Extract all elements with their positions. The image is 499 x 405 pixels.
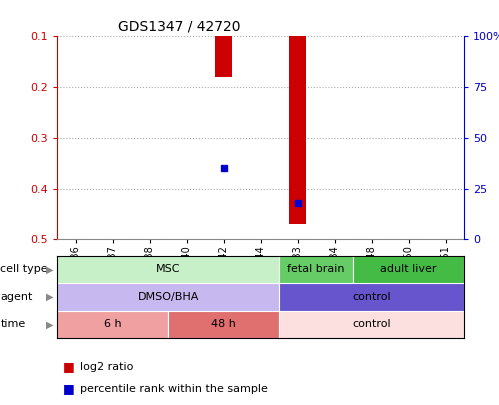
Text: percentile rank within the sample: percentile rank within the sample	[80, 384, 268, 394]
Bar	[279, 256, 353, 283]
Text: 6 h: 6 h	[104, 320, 122, 329]
Text: fetal brain: fetal brain	[287, 264, 345, 274]
Text: control: control	[352, 292, 391, 302]
Text: agent: agent	[0, 292, 33, 302]
Text: ▶: ▶	[46, 264, 54, 274]
Text: cell type: cell type	[0, 264, 48, 274]
Text: ▶: ▶	[46, 320, 54, 329]
Text: GDS1347 / 42720: GDS1347 / 42720	[118, 20, 241, 34]
Bar	[279, 311, 464, 338]
Bar	[279, 283, 464, 311]
Text: time: time	[0, 320, 26, 329]
Text: DMSO/BHA: DMSO/BHA	[138, 292, 199, 302]
Text: control: control	[352, 320, 391, 329]
Text: ▶: ▶	[46, 292, 54, 302]
Text: adult liver: adult liver	[380, 264, 437, 274]
Text: 48 h: 48 h	[211, 320, 236, 329]
Bar	[353, 256, 464, 283]
Text: ■: ■	[62, 360, 74, 373]
Text: MSC: MSC	[156, 264, 181, 274]
Bar	[216, 36, 232, 77]
Text: log2 ratio: log2 ratio	[80, 362, 133, 371]
Text: ■: ■	[62, 382, 74, 395]
Bar	[168, 311, 279, 338]
Bar	[57, 311, 168, 338]
Bar	[289, 36, 306, 224]
Bar	[57, 256, 279, 283]
Bar	[57, 283, 279, 311]
